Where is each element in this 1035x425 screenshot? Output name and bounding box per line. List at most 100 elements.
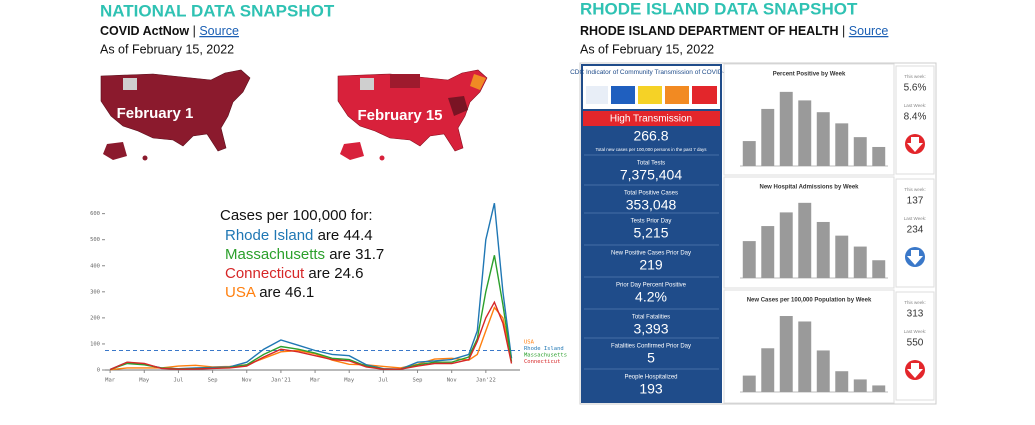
this-label: This week:	[904, 300, 926, 305]
last-value: 234	[907, 225, 924, 236]
state	[470, 74, 486, 90]
annotation-line: Massachusetts are 31.7	[225, 246, 384, 263]
annotation-connector: are	[329, 246, 351, 263]
annotation-connector: are	[318, 227, 340, 244]
y-tick-label: 0	[97, 368, 100, 374]
bar	[761, 108, 775, 166]
legend-swatch	[665, 86, 689, 104]
stat-label: New Positive Cases Prior Day	[611, 251, 691, 257]
chart-title: New Cases per 100,000 Population by Week	[747, 298, 872, 304]
stat-value: 353,048	[626, 197, 677, 213]
side-boxes: This week: 5.6% Last Week: 8.4% This week: 13…	[895, 65, 935, 401]
hawaii	[379, 155, 385, 161]
annotation-connector: are	[259, 284, 281, 301]
bar	[816, 350, 830, 392]
cdc-value: 266.8	[633, 128, 668, 144]
state	[390, 74, 420, 88]
bar	[816, 221, 830, 278]
legend-label: USA	[524, 340, 535, 346]
annotation-line: USA are 46.1	[225, 284, 314, 301]
y-tick-label: 600	[90, 211, 100, 217]
trend-arrow	[907, 137, 923, 152]
bar	[853, 379, 867, 392]
bar	[835, 235, 849, 278]
y-tick-label: 100	[90, 341, 100, 347]
bar	[798, 202, 812, 278]
annotation-name: USA	[225, 284, 256, 301]
cdc-title: CDC Indicator of Community Transmission …	[570, 69, 732, 76]
annotation-value: 24.6	[334, 265, 363, 282]
side-box	[895, 178, 935, 288]
bar	[853, 137, 867, 166]
annotation-value: 31.7	[355, 246, 384, 263]
legend-swatch	[692, 86, 717, 104]
chart-title: Percent Positive by Week	[773, 72, 846, 78]
title: NATIONAL DATA SNAPSHOT	[100, 1, 335, 20]
bar	[872, 260, 886, 278]
side-box	[895, 291, 935, 401]
series-line	[109, 300, 513, 371]
y-tick-label: 200	[90, 315, 100, 321]
stat-value: 5,215	[633, 225, 668, 241]
x-tick-label: May	[344, 378, 355, 384]
stat-value: 193	[639, 381, 663, 397]
bar	[798, 100, 812, 166]
stat-value: 5	[647, 350, 655, 366]
annotation-line: Rhode Island are 44.4	[225, 227, 373, 244]
last-value: 550	[907, 338, 924, 349]
map: February 15	[337, 69, 488, 161]
x-tick-label: Jul	[378, 378, 388, 384]
source-link[interactable]: Source	[199, 24, 239, 38]
bar	[816, 112, 830, 166]
alaska	[103, 142, 127, 160]
this-value: 137	[907, 196, 924, 207]
side-box	[895, 65, 935, 175]
legend-swatch	[638, 86, 662, 104]
last-label: Last Week:	[904, 103, 926, 108]
source-link[interactable]: Source	[849, 24, 889, 38]
as-of: As of February 15, 2022	[100, 42, 234, 56]
x-tick-label: Mar	[310, 378, 321, 384]
bar	[872, 146, 886, 166]
legend-swatch	[611, 86, 635, 104]
x-tick-label: Jan'22	[476, 378, 496, 384]
level-band	[583, 111, 720, 126]
stat-value: 3,393	[633, 321, 668, 337]
legend-label: Rhode Island	[524, 346, 564, 352]
bar	[761, 226, 775, 278]
stat-value: 219	[639, 257, 663, 273]
annotation-connector: are	[308, 265, 330, 282]
stat-label: Total Tests	[637, 161, 665, 167]
x-tick-label: Jul	[173, 378, 183, 384]
map-label: February 15	[357, 107, 442, 124]
us-shape	[100, 69, 251, 152]
bar	[742, 241, 756, 278]
bar	[761, 348, 775, 392]
annotation-name: Rhode Island	[225, 227, 313, 244]
x-tick-label: Mar	[105, 378, 116, 384]
chart-title: New Hospital Admissions by Week	[759, 185, 859, 191]
stat-label: Total Positive Cases	[624, 191, 678, 197]
annotation-heading: Cases per 100,000 for:	[220, 207, 373, 224]
separator: |	[193, 24, 196, 38]
annotation-name: Massachusetts	[225, 246, 325, 263]
bar	[853, 246, 867, 278]
us-shape	[337, 69, 488, 152]
source-name: RHODE ISLAND DEPARTMENT OF HEALTH	[580, 24, 839, 38]
x-tick-label: Nov	[447, 378, 458, 384]
level: High Transmission	[610, 114, 692, 125]
stat-label: Fatalities Confirmed Prior Day	[611, 344, 691, 350]
this-label: This week:	[904, 187, 926, 192]
legend-swatch	[586, 86, 608, 104]
as-of: As of February 15, 2022	[580, 42, 714, 56]
bar	[779, 91, 793, 166]
legend-label: Massachusetts	[524, 353, 567, 359]
stat-value: 4.2%	[635, 289, 667, 305]
alaska	[340, 142, 364, 160]
bar	[742, 141, 756, 166]
bar	[872, 385, 886, 392]
trend-arrow	[907, 363, 923, 378]
bar	[779, 212, 793, 278]
